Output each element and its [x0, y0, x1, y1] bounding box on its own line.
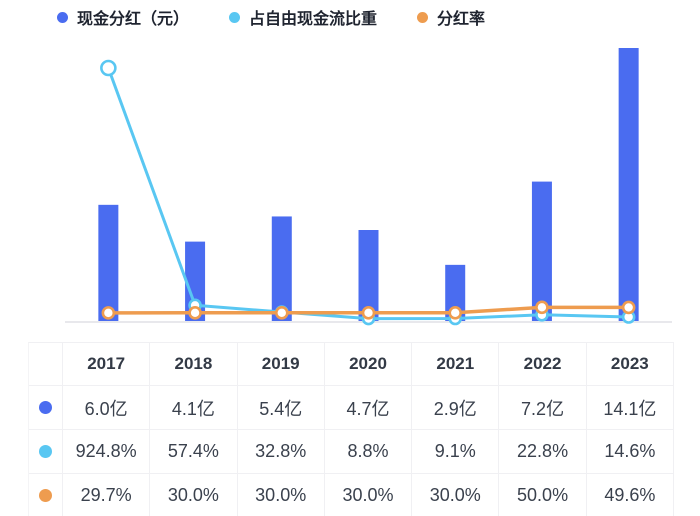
table-cell: 57.4% — [150, 430, 238, 474]
legend-label: 占自由现金流比重 — [249, 11, 378, 28]
series-dot-icon — [39, 488, 52, 502]
table-header-year: 2023 — [586, 343, 674, 386]
point-payout-ratio-2022[interactable] — [535, 300, 549, 315]
point-payout-ratio-2017[interactable] — [101, 306, 116, 320]
table-header-year: 2021 — [412, 343, 500, 386]
bar-2020[interactable] — [358, 230, 379, 321]
table-header-year: 2018 — [150, 343, 238, 386]
table-cell: 30.0% — [324, 474, 413, 516]
table-cell: 5.4亿 — [237, 386, 325, 430]
point-payout-ratio-2023[interactable] — [621, 300, 636, 315]
bar-2022[interactable] — [531, 181, 552, 321]
table-cell: 30.0% — [237, 474, 325, 516]
table-cell: 32.8% — [237, 430, 325, 474]
table-cell: 2.9亿 — [412, 386, 500, 430]
table-cell: 7.2亿 — [499, 386, 587, 430]
table-cell: 30.0% — [412, 474, 500, 516]
legend-dot-icon — [57, 11, 68, 23]
table-header-year: 2020 — [324, 343, 413, 386]
table-cell: 30.0% — [150, 474, 238, 516]
bar-2021[interactable] — [445, 264, 466, 321]
table-cell: 49.6% — [586, 474, 674, 516]
legend-item-cash-dividend[interactable]: 现金分红（元） — [57, 5, 189, 29]
table-cell: 4.1亿 — [150, 386, 238, 430]
table-cell: 9.1% — [412, 430, 500, 474]
table-row-marker-cell — [29, 386, 63, 430]
point-payout-ratio-2018[interactable] — [188, 305, 202, 320]
series-dot-icon — [39, 445, 52, 458]
bar-2017[interactable] — [98, 204, 119, 321]
table-header-year: 2019 — [237, 343, 325, 386]
legend-item-payout-ratio[interactable]: 分红率 — [417, 5, 485, 29]
legend-dot-icon — [417, 11, 429, 23]
legend-label: 分红率 — [437, 11, 486, 28]
dividend-data-table: 2017 2018 2019 2020 2021 2022 2023 6.0亿 4.1亿 5.4亿… — [28, 342, 674, 516]
table-cell: 4.7亿 — [324, 386, 413, 430]
dividend-combo-chart — [65, 48, 672, 326]
table-cell: 50.0% — [499, 474, 587, 516]
table-corner-cell — [29, 343, 63, 386]
table-cell: 14.6% — [586, 430, 674, 474]
legend-label: 现金分红（元） — [77, 11, 190, 28]
table-cell: 8.8% — [324, 430, 413, 474]
table-cell: 6.0亿 — [63, 386, 151, 430]
legend-dot-icon — [229, 11, 241, 23]
point-payout-ratio-2020[interactable] — [361, 305, 376, 320]
table-row-marker-cell — [29, 474, 63, 516]
table-row-marker-cell — [29, 430, 63, 474]
table-cell: 22.8% — [499, 430, 587, 474]
table-header-year: 2022 — [499, 343, 587, 386]
table-cell: 14.1亿 — [586, 386, 674, 430]
legend-item-fcf-ratio[interactable]: 占自由现金流比重 — [229, 5, 377, 29]
point-payout-ratio-2021[interactable] — [448, 305, 463, 320]
series-dot-icon — [39, 401, 52, 414]
bar-2019[interactable] — [271, 216, 292, 321]
table-header-year: 2017 — [63, 343, 151, 386]
chart-legend: 现金分红（元） 占自由现金流比重 分红率 — [57, 5, 485, 29]
point-payout-ratio-2019[interactable] — [274, 305, 289, 320]
table-cell: 924.8% — [63, 430, 151, 474]
point-fcf-ratio-2017[interactable] — [100, 59, 117, 77]
table-cell: 29.7% — [63, 474, 151, 516]
bar-2023[interactable] — [618, 48, 639, 321]
